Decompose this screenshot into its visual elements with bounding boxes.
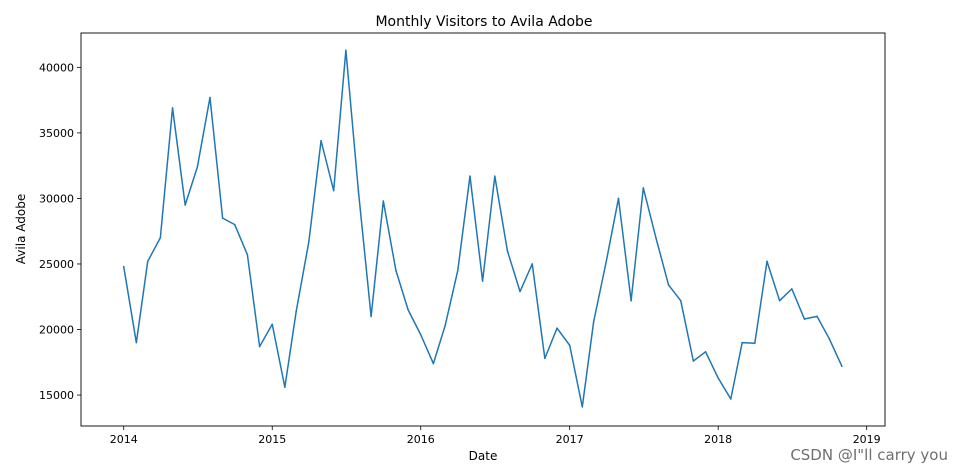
data-point	[741, 341, 743, 344]
data-point	[370, 315, 372, 318]
data-point	[605, 260, 608, 263]
y-tick-label: 15000	[39, 389, 74, 402]
data-point	[592, 320, 595, 323]
data-point	[209, 96, 211, 99]
x-tick-label: 2016	[407, 433, 435, 446]
data-point	[357, 191, 360, 193]
chart-title: Monthly Visitors to Avila Adobe	[375, 14, 592, 30]
data-point	[568, 344, 571, 347]
data-point	[332, 189, 335, 192]
data-point	[221, 217, 224, 219]
x-axis-title: Date	[469, 449, 498, 463]
data-point	[159, 236, 162, 239]
data-point	[419, 333, 422, 336]
data-point	[816, 315, 818, 318]
data-point	[295, 310, 298, 312]
x-tick-label: 2019	[853, 433, 881, 446]
y-tick-label: 35000	[39, 127, 74, 140]
x-tick-label: 2015	[258, 433, 286, 446]
data-point	[841, 365, 843, 368]
data-point	[519, 290, 521, 293]
data-point	[171, 107, 174, 109]
data-point	[778, 299, 781, 302]
data-point	[135, 341, 138, 344]
data-point	[791, 288, 793, 290]
data-point	[655, 236, 657, 239]
data-point	[679, 299, 682, 302]
data-point	[729, 398, 732, 400]
data-point	[766, 260, 768, 263]
data-point	[531, 263, 534, 265]
data-point	[345, 49, 347, 52]
data-point	[284, 386, 286, 389]
data-point	[184, 204, 186, 206]
y-tick-label: 25000	[39, 258, 74, 271]
data-point	[754, 342, 756, 345]
data-point	[444, 324, 446, 327]
x-tick-label: 2014	[110, 433, 138, 446]
data-point	[481, 280, 484, 282]
data-point	[395, 269, 397, 272]
data-point	[506, 250, 509, 252]
data-point	[803, 318, 806, 320]
plot-frame	[80, 32, 886, 427]
data-point	[667, 284, 670, 286]
y-tick-label: 20000	[39, 324, 74, 337]
data-point	[494, 175, 496, 177]
watermark: CSDN @I"ll carry you	[790, 446, 948, 464]
y-axis: 15000 20000 25000 30000 35000 40000	[39, 61, 81, 402]
data-point	[407, 309, 409, 311]
data-point	[246, 254, 249, 256]
data-point	[196, 166, 199, 168]
data-point	[456, 269, 459, 272]
y-axis-title: Avila Adobe	[14, 194, 28, 264]
x-tick-label: 2017	[556, 433, 584, 446]
data-point	[271, 323, 274, 326]
data-point	[717, 377, 719, 379]
data-point	[234, 223, 236, 226]
data-point	[320, 139, 322, 142]
data-point	[469, 175, 471, 177]
data-point	[382, 200, 385, 202]
data-point	[642, 187, 645, 189]
x-axis: 2014 2015 2016 2017 2018 2019	[110, 426, 881, 446]
data-point	[122, 265, 125, 268]
data-point	[258, 345, 261, 348]
data-point	[704, 351, 707, 353]
data-point	[432, 362, 435, 365]
data-point	[630, 299, 632, 302]
data-point	[308, 240, 310, 243]
data-point	[692, 360, 695, 362]
data-points	[122, 49, 843, 408]
data-point	[617, 197, 620, 200]
data-point	[828, 337, 831, 340]
data-point	[146, 260, 149, 263]
data-point	[556, 327, 558, 330]
y-tick-label: 40000	[39, 61, 74, 74]
series-line	[122, 49, 843, 408]
x-tick-label: 2018	[704, 433, 732, 446]
y-tick-label: 30000	[39, 192, 74, 205]
data-point	[544, 357, 546, 360]
data-point	[581, 406, 584, 408]
